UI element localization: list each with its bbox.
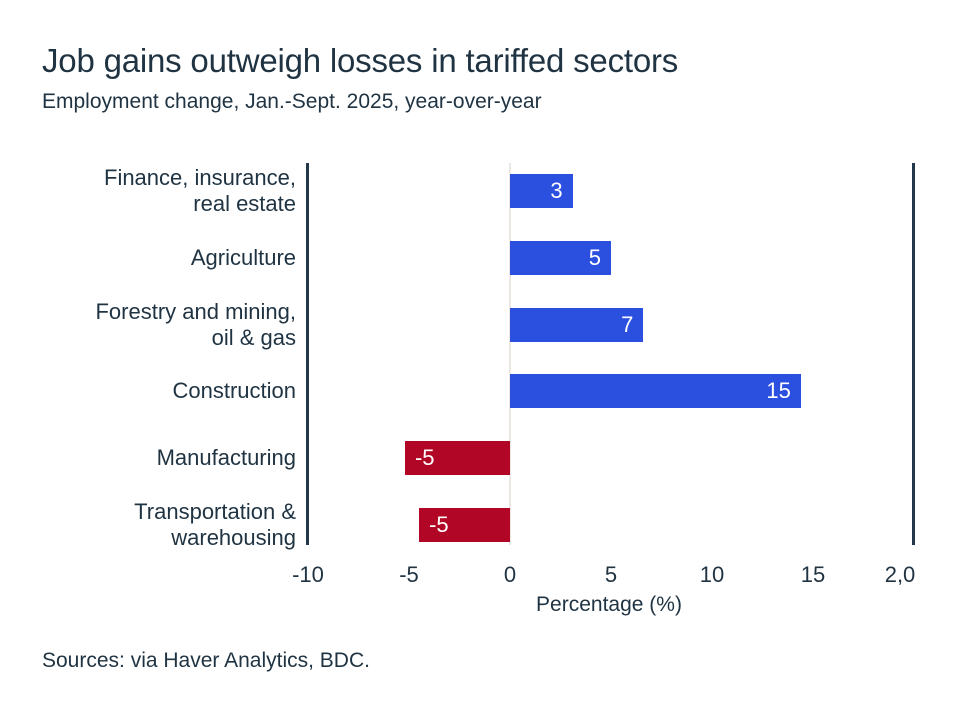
x-tick-label: 15 (800, 562, 826, 587)
x-tick-label: -10 (292, 562, 324, 587)
bar-value-label: 15 (766, 378, 791, 404)
bar: 15 (510, 374, 801, 409)
bar-value-label: 7 (621, 311, 634, 337)
zero-axis-line (509, 163, 511, 545)
bar: -5 (404, 441, 510, 476)
category-label: Agriculture (190, 244, 296, 270)
x-tick-label: 5 (604, 562, 618, 587)
x-tick-label: 0 (503, 562, 517, 587)
category-label: Transportation & warehousing (134, 499, 296, 550)
x-tick-label: 10 (699, 562, 725, 587)
source-note: Sources: via Haver Analytics, BDC. (42, 649, 370, 672)
category-label: Manufacturing (156, 445, 296, 471)
chart-title: Job gains outweigh losses in tariffed se… (42, 42, 679, 79)
category-label: Finance, insurance, real estate (104, 165, 296, 216)
bar: 3 (510, 174, 573, 208)
category-label: Construction (172, 378, 296, 404)
bar-value-label: -5 (414, 445, 435, 471)
bar-value-label: -5 (429, 512, 449, 537)
bar: -5 (419, 508, 510, 542)
left-axis-line (306, 163, 309, 545)
bar: 5 (510, 240, 611, 275)
bar: 7 (510, 307, 644, 342)
category-label: Forestry and mining, oil & gas (95, 298, 296, 350)
right-axis-line (912, 163, 915, 545)
x-tick-label: 2,0 (884, 562, 916, 587)
x-tick-label: -5 (399, 562, 419, 587)
chart-subtitle: Employment change, Jan.-Sept. 2025, year… (42, 90, 542, 113)
bar-value-label: 3 (550, 178, 563, 203)
bar-value-label: 5 (588, 244, 601, 270)
x-axis-label: Percentage (%) (536, 593, 682, 616)
